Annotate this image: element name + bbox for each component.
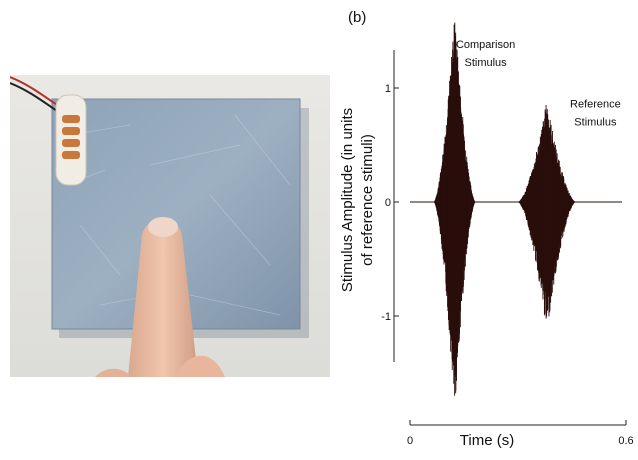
y-tick-label: 1 (385, 83, 391, 95)
annotations: Comparison Stimulus Reference Stimulus (456, 39, 621, 128)
axes: 1 0 -1 0 0.6 (381, 50, 634, 447)
comparison-stimulus-label: Comparison (456, 39, 515, 51)
stimulus-chart: (b) 1 0 -1 0 0.6 Comparison Stimulus Reference… (339, 9, 634, 449)
reference-stimulus-label: Stimulus (574, 116, 617, 128)
waveform-reference (517, 104, 576, 319)
panel-label: (b) (348, 9, 366, 26)
y-tick-label: 0 (385, 197, 391, 209)
fingernail (148, 217, 178, 237)
device-photo (9, 75, 330, 377)
finger (128, 220, 198, 377)
x-tick-label: 0 (407, 435, 413, 447)
x-tick-label: 0.6 (618, 435, 633, 447)
y-axis-label: Stimulus Amplitude (in units of reference… (339, 108, 376, 292)
reference-stimulus-label: Reference (570, 98, 621, 110)
waveform-comparison (433, 22, 476, 396)
x-axis-label: Time (s) (460, 432, 514, 449)
waveforms (410, 22, 622, 396)
chart-panel: (b) 1 0 -1 0 0.6 Comparison Stimulus Reference… (330, 0, 638, 455)
y-tick-label: -1 (381, 311, 391, 323)
photo-panel (9, 75, 330, 377)
y-axis-label-line: Stimulus Amplitude (in units (339, 108, 356, 292)
comparison-stimulus-label: Stimulus (465, 57, 508, 69)
y-axis-label-line: of reference stimuli) (359, 134, 376, 266)
